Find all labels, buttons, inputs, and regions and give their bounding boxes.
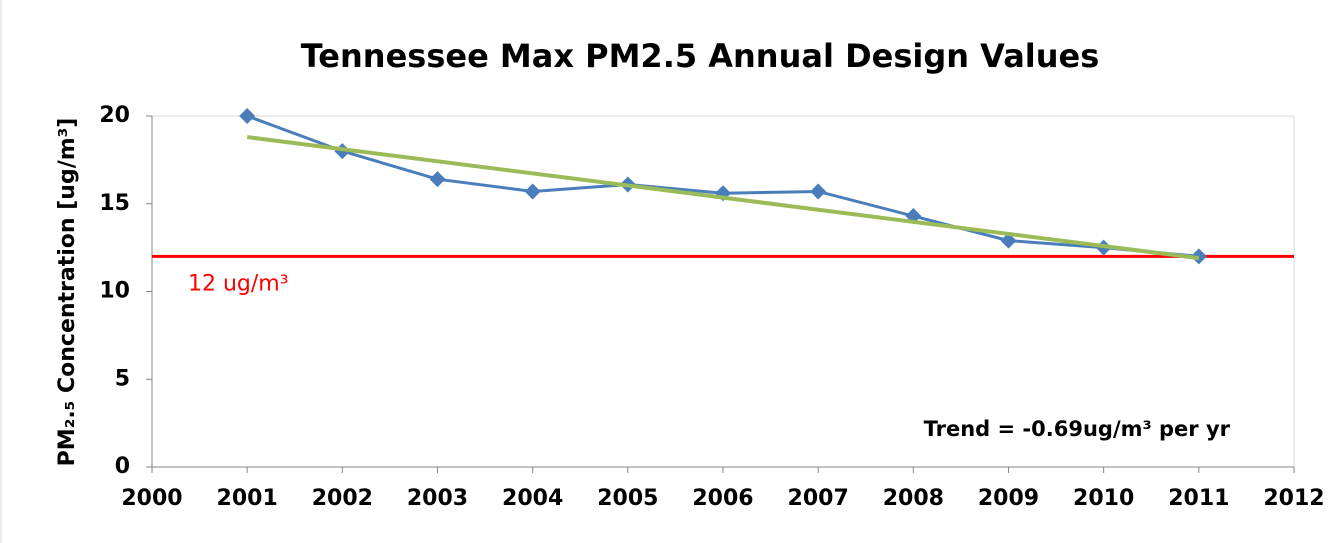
x-tick-label: 2008 <box>883 486 944 511</box>
x-tick-label: 2009 <box>978 486 1039 511</box>
y-tick-label: 5 <box>115 366 130 391</box>
data-point <box>239 108 256 124</box>
trend-label: Trend = -0.69ug/m³ per yr <box>924 417 1231 441</box>
trend-line <box>246 135 1200 261</box>
data-point <box>1000 232 1017 249</box>
x-tick-label: 2003 <box>407 486 468 511</box>
x-tick-label: 2007 <box>788 486 849 511</box>
x-tick-label: 2002 <box>312 486 373 511</box>
x-tick-label: 2000 <box>121 486 182 511</box>
reference-label: 12 ug/m³ <box>188 271 289 296</box>
y-tick-label: 10 <box>99 279 130 304</box>
y-axis-label: PM₂.₅ Concentration [ug/m³] <box>55 118 80 467</box>
x-tick-label: 2006 <box>692 486 753 511</box>
data-point <box>429 171 446 188</box>
x-tick-label: 2001 <box>217 486 278 511</box>
x-tick-label: 2004 <box>502 486 563 511</box>
data-point <box>524 183 541 200</box>
x-tick-label: 2011 <box>1168 486 1229 511</box>
data-point <box>810 183 827 200</box>
chart-title: Tennessee Max PM2.5 Annual Design Values <box>301 37 1100 75</box>
x-tick-label: 2010 <box>1073 486 1134 511</box>
x-tick-label: 2005 <box>597 486 658 511</box>
x-tick-label: 2012 <box>1263 486 1324 511</box>
y-tick-label: 20 <box>99 103 130 128</box>
y-tick-label: 0 <box>115 454 130 479</box>
y-tick-label: 15 <box>99 191 130 216</box>
